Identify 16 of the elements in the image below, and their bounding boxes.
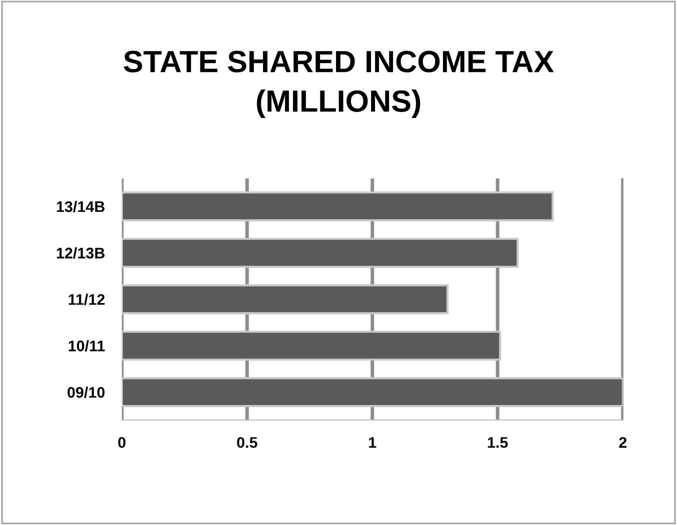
bar (122, 330, 502, 361)
bar (122, 238, 519, 268)
x-tick-label: 2 (619, 437, 626, 448)
x-tick-label: 1.5 (488, 437, 508, 448)
x-tick-label: 1 (369, 437, 376, 448)
x-tick-label: 0 (118, 437, 126, 448)
y-tick-label: 11/12 (68, 294, 105, 306)
bar (122, 284, 449, 314)
chart-title: STATE SHARED INCOME TAX (MILLIONS) (124, 50, 554, 118)
bar (122, 377, 623, 408)
x-tick-label: 0.5 (237, 437, 258, 448)
y-tick-label: 13/14B (56, 200, 105, 212)
y-tick-label: 10/11 (68, 340, 105, 352)
y-tick-label: 09/10 (68, 386, 105, 398)
y-tick-label: 12/13B (56, 247, 105, 259)
bar (122, 191, 554, 222)
